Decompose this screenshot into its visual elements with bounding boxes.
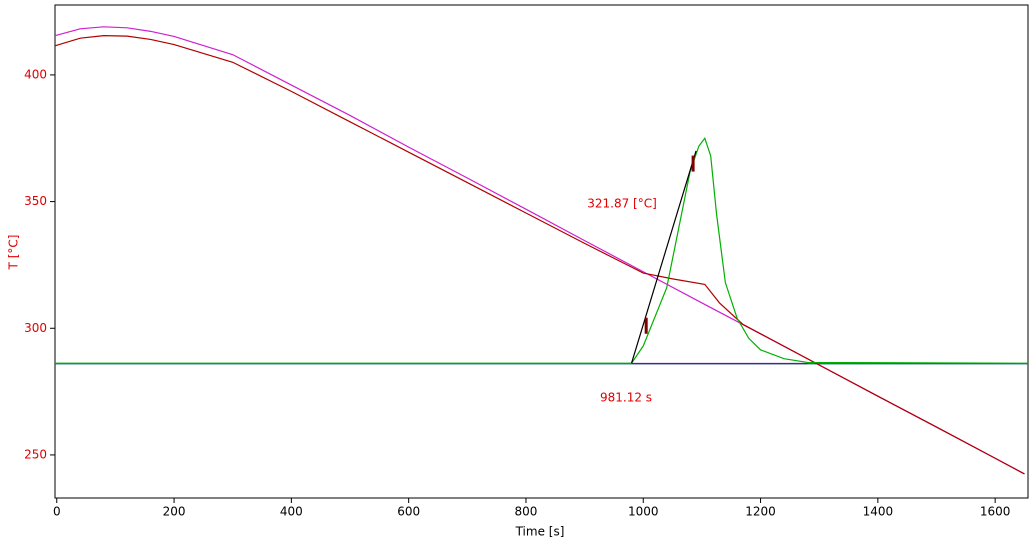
annotation: 981.12 s bbox=[600, 391, 652, 405]
x-axis-label: Time [s] bbox=[515, 525, 565, 539]
x-tick-label: 1000 bbox=[628, 505, 659, 519]
x-tick-label: 0 bbox=[53, 505, 61, 519]
line-series bbox=[630, 150, 697, 364]
x-tick-label: 1600 bbox=[980, 505, 1011, 519]
x-tick-label: 600 bbox=[397, 505, 420, 519]
x-tick-label: 400 bbox=[280, 505, 303, 519]
marker bbox=[644, 317, 648, 334]
y-tick-label: 350 bbox=[24, 194, 47, 208]
x-tick-label: 800 bbox=[515, 505, 538, 519]
x-tick-label: 200 bbox=[163, 505, 186, 519]
x-tick-label: 1400 bbox=[863, 505, 894, 519]
annotation: 321.87 [°C] bbox=[587, 197, 657, 211]
x-tick-label: 1200 bbox=[745, 505, 776, 519]
y-axis-label: T [°C] bbox=[7, 235, 21, 271]
y-tick-label: 300 bbox=[24, 321, 47, 335]
y-tick-label: 250 bbox=[24, 447, 47, 461]
line-series bbox=[54, 26, 1025, 475]
line-series bbox=[54, 35, 1025, 475]
plot-frame bbox=[54, 4, 1029, 499]
marker bbox=[691, 155, 695, 172]
line-series bbox=[55, 136, 1029, 364]
y-tick-label: 400 bbox=[24, 67, 47, 81]
